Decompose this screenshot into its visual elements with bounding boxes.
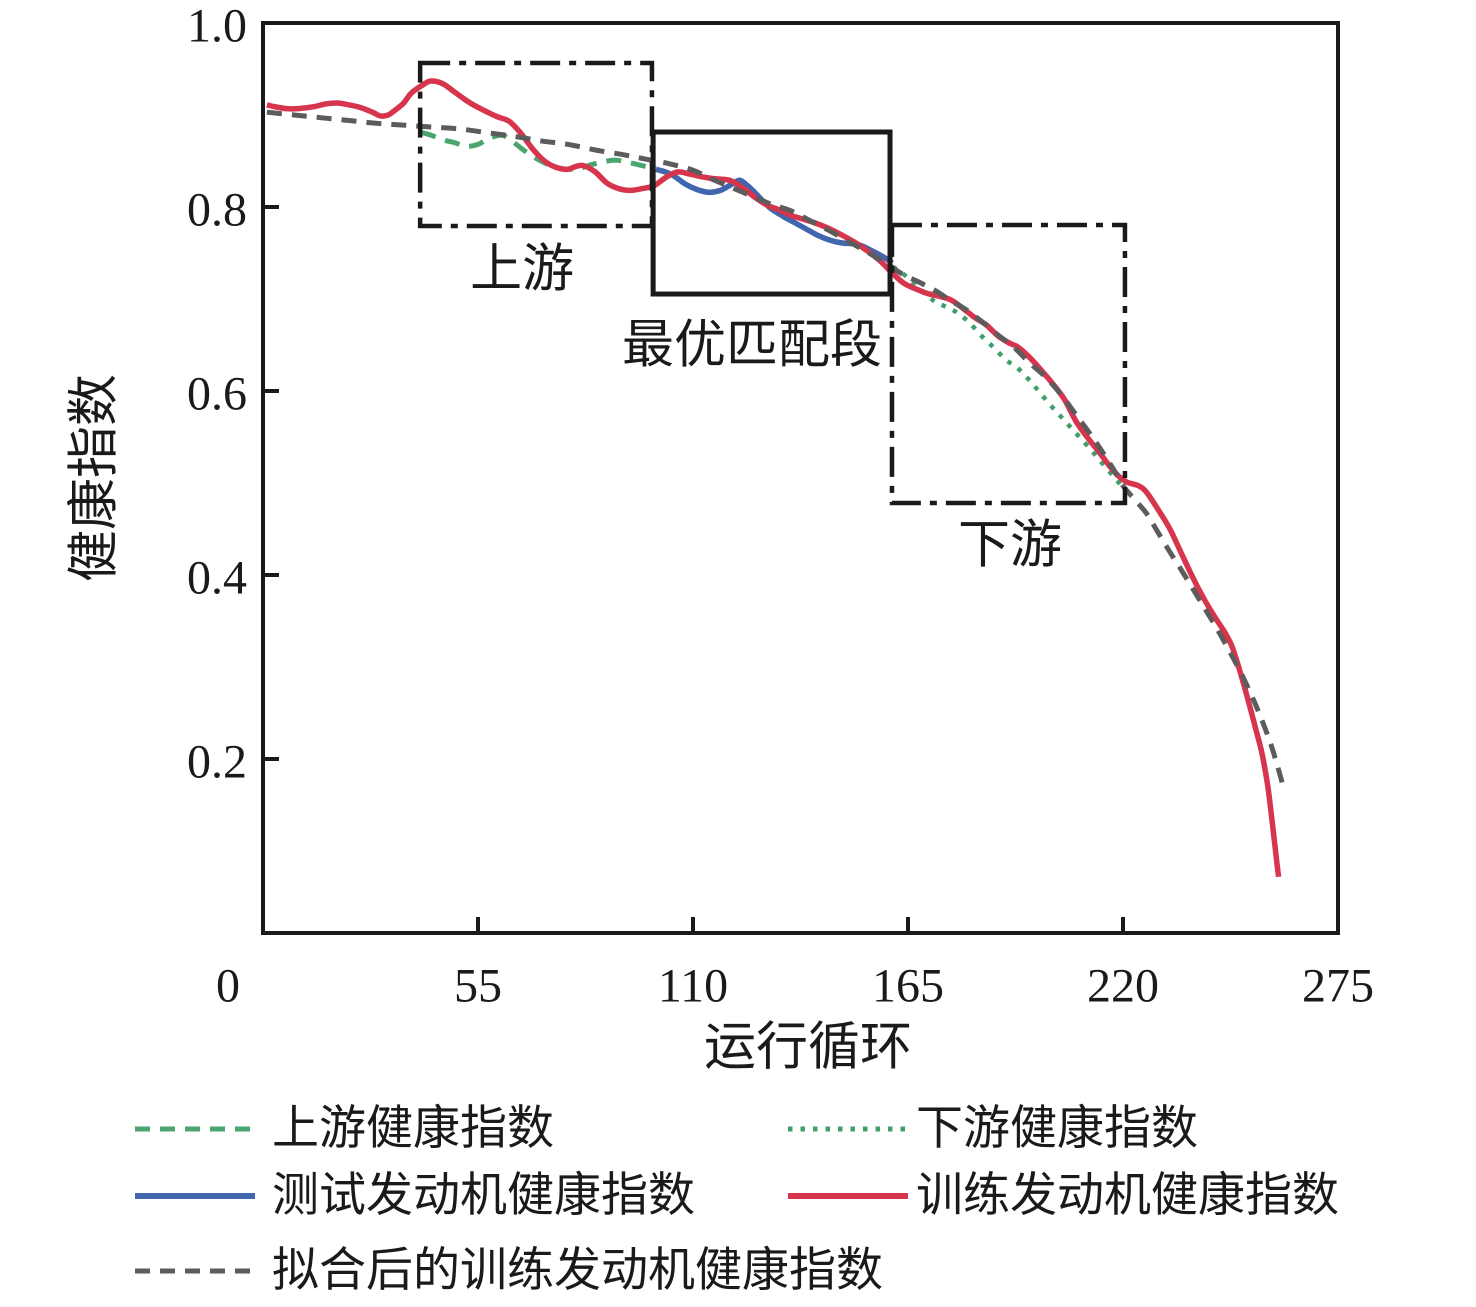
y-tick-label: 0.8 [187,184,247,237]
legend-item-fitted-train-engine: 拟合后的训练发动机健康指数 [135,1245,883,1297]
y-axis-title: 健康指数 [67,374,124,582]
plot-area [261,21,1340,935]
annotation-label-2: 下游 [958,518,1062,575]
axis-ticks: 0 55 110 165 220 275 1.0 0.8 0.6 0.4 0.2 [187,0,1374,1013]
legend-label-fitted-train-engine: 拟合后的训练发动机健康指数 [272,1245,883,1297]
x-axis-title: 运行循环 [704,1020,912,1077]
legend: 上游健康指数 下游健康指数 测试发动机健康指数 训练发动机健康指数 拟合后的训练… [135,1103,1339,1297]
annotation-box-2 [889,222,1128,506]
legend-item-downstream: 下游健康指数 [788,1103,1198,1155]
annotation-label-1: 最优匹配段 [622,317,882,374]
x-tick-label: 0 [216,960,240,1013]
x-tick-label: 165 [872,960,944,1013]
legend-label-downstream: 下游健康指数 [916,1103,1198,1155]
plot-border [261,21,1340,935]
x-tick-label: 110 [658,960,728,1013]
series-lines [266,78,1286,878]
legend-item-test-engine: 测试发动机健康指数 [135,1170,695,1222]
legend-label-test-engine: 测试发动机健康指数 [272,1170,695,1222]
annotation-box-1 [650,129,893,297]
y-tick-label: 0.4 [187,552,247,605]
y-tick-label: 1.0 [187,0,247,53]
legend-item-train-engine: 训练发动机健康指数 [788,1170,1339,1222]
annotation-label-0: 上游 [470,242,574,299]
legend-label-train-engine: 训练发动机健康指数 [916,1170,1339,1222]
x-tick-label: 275 [1302,960,1374,1013]
legend-item-upstream: 上游健康指数 [135,1103,554,1155]
y-tick-label: 0.2 [187,736,247,789]
annotation-box-0 [417,60,655,229]
x-tick-label: 55 [454,960,502,1013]
series-line-1 [891,264,1127,492]
series-line-0 [420,130,657,172]
x-tick-label: 220 [1087,960,1159,1013]
legend-label-upstream: 上游健康指数 [272,1103,554,1155]
y-tick-label: 0.6 [187,368,247,421]
series-line-3 [266,78,1282,878]
series-line-4 [266,109,1286,788]
